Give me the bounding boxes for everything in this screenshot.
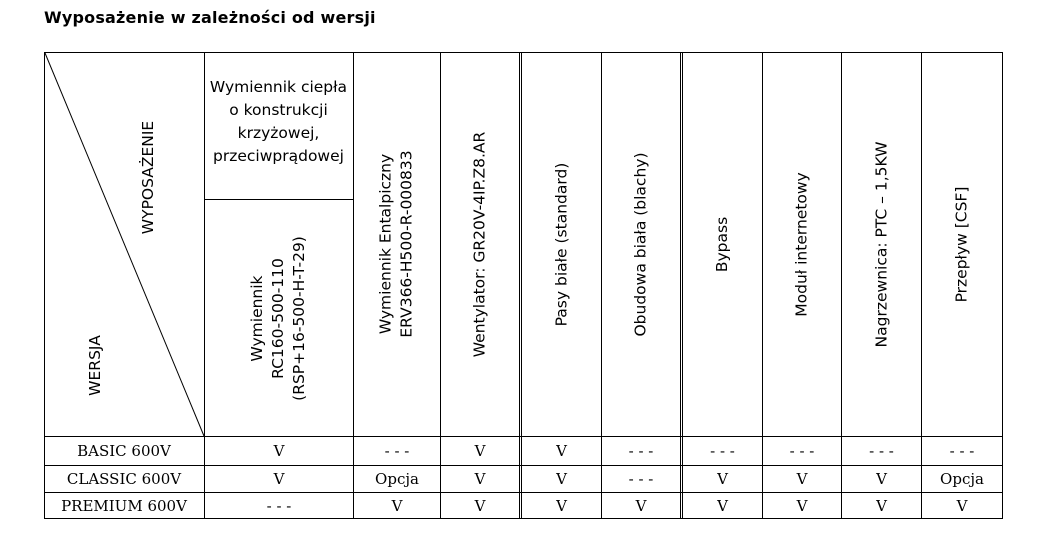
page-title: Wyposażenie w zależności od wersji: [44, 8, 376, 27]
table-border-top: [44, 52, 1003, 53]
table-cell: V: [876, 496, 887, 515]
header-line: Wymiennik Entalpiczny: [377, 153, 396, 335]
column-header: Wymiennik RC160-500-110 (RSP+16-500-H-T-…: [204, 200, 353, 436]
column-divider: [682, 52, 683, 519]
equipment-table: WYPOSAŻENIE WERSJA Wymiennik ciepła o ko…: [44, 52, 1003, 519]
row-label-classic: CLASSIC 600V: [66, 470, 182, 488]
column-header: Wymiennik Entalpiczny ERV366-H500-R-0008…: [354, 52, 440, 436]
row-divider: [44, 465, 1003, 466]
corner-bottom-label-cell: WERSJA: [80, 320, 110, 410]
column-header: Bypass: [683, 52, 762, 436]
column-divider: [762, 52, 763, 519]
header-line: ERV366-H500-R-000833: [398, 150, 417, 338]
column-divider: [680, 52, 681, 519]
header-line: RC160-500-110: [269, 257, 287, 379]
table-cell: Opcja: [375, 470, 419, 488]
group-header-divider: [204, 199, 353, 200]
table-cell: V: [556, 442, 567, 460]
corner-top-label-cell: WYPOSAŻENIE: [134, 112, 164, 242]
table-border-right: [1002, 52, 1003, 519]
table-cell: - - -: [628, 470, 654, 488]
table-cell: V: [273, 442, 285, 460]
column-header: Wentylator: GR20V-4IP.Z8.AR: [441, 52, 519, 436]
table-cell: V: [717, 470, 728, 488]
table-cell: V: [474, 496, 486, 515]
table-cell: V: [956, 496, 968, 515]
column-header-text: Wymiennik RC160-500-110 (RSP+16-500-H-T-…: [247, 236, 310, 401]
column-header: Nagrzewnica: PTC – 1,5KW: [842, 52, 921, 436]
column-header-text: Wentylator: GR20V-4IP.Z8.AR: [470, 131, 489, 357]
header-line: (RSP+16-500-H-T-29): [290, 235, 308, 401]
column-header: Obudowa biała (blachy): [602, 52, 680, 436]
corner-diagonal: [44, 52, 205, 437]
column-header-text: Nagrzewnica: PTC – 1,5KW: [872, 141, 890, 347]
column-header: Pasy białe (standard): [522, 52, 601, 436]
column-divider: [921, 52, 922, 519]
row-label-basic: BASIC 600V: [77, 442, 171, 460]
table-cell: - - -: [949, 442, 975, 460]
column-header-text: Przepływ [CSF]: [952, 186, 971, 302]
group-header-line: Wymiennik ciepła: [209, 78, 348, 96]
heat-exchanger-group-header: Wymiennik ciepła o konstrukcji krzyżowej…: [204, 76, 353, 168]
table-border-bottom: [44, 518, 1003, 519]
table-cell: V: [717, 496, 728, 515]
table-cell: V: [474, 470, 486, 488]
row-label-premium: PREMIUM 600V: [61, 496, 187, 515]
table-cell: V: [556, 470, 567, 488]
column-header-text: Pasy białe (standard): [552, 162, 570, 326]
table-cell: V: [391, 496, 403, 515]
column-divider: [204, 52, 205, 519]
corner-top-label: WYPOSAŻENIE: [139, 120, 158, 234]
column-header: Przepływ [CSF]: [922, 52, 1002, 436]
table-cell: Opcja: [940, 470, 984, 488]
table-cell: - - -: [710, 442, 735, 460]
group-header-line: krzyżowej,: [237, 124, 320, 142]
table-cell: V: [556, 496, 567, 515]
table-cell: V: [635, 496, 647, 515]
table-cell: V: [796, 496, 808, 515]
table-cell: - - -: [789, 442, 815, 460]
header-bottom-border: [44, 436, 1003, 437]
table-cell: - - -: [628, 442, 654, 460]
column-header-text: Moduł internetowy: [792, 171, 811, 317]
row-divider: [44, 492, 1003, 493]
table-border-left: [44, 52, 45, 519]
column-header-text: Obudowa biała (blachy): [631, 151, 650, 337]
group-header-line: przeciwprądowej: [213, 147, 344, 165]
table-cell: - - -: [869, 442, 894, 460]
table-cell: - - -: [384, 442, 410, 460]
table-cell: V: [273, 470, 285, 488]
column-divider: [841, 52, 842, 519]
header-line: Wymiennik: [248, 274, 266, 362]
column-divider: [601, 52, 602, 519]
column-divider: [521, 52, 522, 519]
table-cell: V: [474, 442, 486, 460]
column-divider: [353, 52, 354, 519]
corner-bottom-label: WERSJA: [85, 334, 104, 396]
column-header-text: Wymiennik Entalpiczny ERV366-H500-R-0008…: [376, 150, 418, 337]
column-header-text: Bypass: [712, 216, 731, 272]
column-divider: [519, 52, 520, 519]
table-cell: - - -: [266, 496, 292, 515]
table-cell: V: [796, 470, 808, 488]
column-header: Moduł internetowy: [763, 52, 841, 436]
table-cell: V: [876, 470, 887, 488]
column-divider: [440, 52, 441, 519]
group-header-line: o konstrukcji: [229, 101, 328, 119]
